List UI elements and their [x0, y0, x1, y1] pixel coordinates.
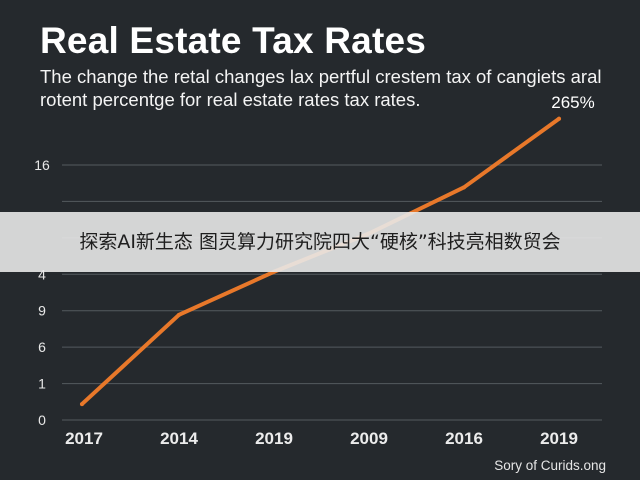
x-tick-label: 2016 [445, 429, 483, 448]
data-point [80, 402, 84, 407]
x-tick-label: 2017 [65, 429, 103, 448]
y-tick-label: 6 [38, 339, 46, 355]
chart-subtitle: The change the retal changes lax pertful… [40, 66, 602, 110]
x-axis-ticks: 2017 2014 2019 2009 2016 2019 [65, 429, 578, 448]
y-tick-label: 1 [38, 376, 46, 392]
data-point [462, 185, 466, 190]
y-tick-label: 9 [38, 303, 46, 319]
data-point [177, 312, 181, 317]
source-credit: Sory of Curids.ong [494, 458, 606, 473]
x-tick-label: 2009 [350, 429, 388, 448]
x-tick-label: 2014 [160, 429, 198, 448]
grid-lines [62, 164, 602, 421]
y-tick-label: 0 [38, 412, 46, 428]
y-tick-label: 16 [34, 157, 50, 173]
x-tick-label: 2019 [540, 429, 578, 448]
data-point [557, 116, 561, 121]
y-tick-label: 4 [38, 266, 46, 282]
data-label: 265% [551, 93, 594, 112]
overlay-banner: 探索AI新生态 图灵算力研究院四大“硬核”科技亮相数贸会 [0, 212, 640, 272]
chart-title: Real Estate Tax Rates [40, 20, 427, 61]
x-tick-label: 2019 [255, 429, 293, 448]
